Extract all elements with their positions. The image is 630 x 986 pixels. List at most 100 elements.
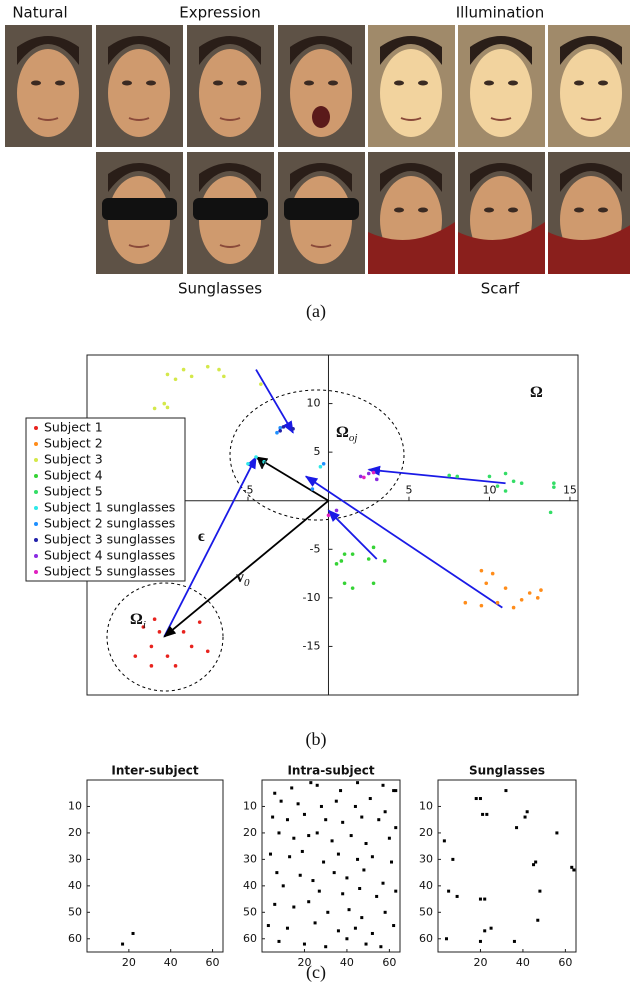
nonzero-entry [315,783,319,787]
x-tick-label: 60 [382,956,396,969]
caption-c: (c) [306,962,326,983]
photo [458,25,545,147]
point [197,620,202,624]
region-omega-oj [229,389,405,521]
matrix-title: Inter-subject [111,764,198,778]
mouth [580,117,602,121]
nonzero-entry [377,818,381,822]
nonzero-entry [525,810,529,814]
legend-marker [34,490,38,494]
nonzero-entry [481,812,485,816]
face [560,49,622,137]
mouth [310,244,332,248]
matrix-frame [86,779,224,953]
point [447,473,452,478]
point [321,462,326,466]
label-illumination: Illumination [456,4,544,22]
legend-label: Subject 1 [44,420,103,435]
x-tick-label: 60 [558,956,572,969]
y-tick-label: 10 [306,397,320,410]
nonzero-entry [523,815,527,819]
point [222,374,226,379]
mouth [312,106,330,128]
matrix-title: Sunglasses [469,764,545,778]
face [290,49,352,137]
point [162,401,167,406]
annotation-sub: i [143,619,146,631]
y-tick-label: 50 [419,905,433,918]
photo [368,25,455,147]
nonzero-entry [322,860,326,864]
vector-arrow [163,500,330,638]
mouth [128,244,150,248]
hair [380,163,442,192]
point [275,430,279,435]
x-tick-label: 20 [122,956,136,969]
point [205,364,210,369]
nonzero-entry [345,937,349,941]
nonzero-entry [273,791,277,795]
point [334,508,339,513]
point [149,644,154,649]
y-tick-label: -5 [310,542,321,555]
legend-label: Subject 3 [44,452,103,467]
nonzero-entry [339,789,343,793]
point [189,374,194,379]
nonzero-entry [536,918,540,922]
nonzero-entry [532,863,536,867]
nonzero-entry [383,910,387,914]
sunglasses [284,198,359,220]
point [503,471,508,476]
legend-label: Subject 5 [44,484,103,499]
sunglasses [102,198,177,220]
point [519,481,524,486]
label-expression: Expression [179,4,260,22]
nonzero-entry [334,799,338,803]
nonzero-entry [341,820,345,824]
nonzero-entry [394,789,398,793]
point [181,367,186,372]
annotation: v [258,456,266,473]
nonzero-entry [345,876,349,880]
y-tick-label: 50 [243,905,257,918]
nonzero-entry [570,865,574,869]
eye [31,80,41,86]
point [527,591,532,595]
nonzero-entry [364,942,368,946]
nonzero-entry [362,868,366,872]
nonzero-entry [275,871,279,875]
nonzero-entry [353,926,357,930]
mouth [37,117,59,121]
legend-marker [34,570,38,574]
face [17,49,79,137]
nonzero-entry [313,921,317,925]
point [165,372,170,377]
annotation-sub: 0 [244,577,250,589]
caption-b: (b) [306,729,327,750]
nonzero-entry [273,902,277,906]
point [358,474,363,479]
y-tick-label: 5 [313,445,320,458]
point [552,485,556,489]
nonzero-entry [394,826,398,830]
photo [548,152,630,274]
eye [418,80,428,86]
annotation-main: v [258,456,266,473]
nonzero-entry [277,831,281,835]
mouth [219,244,241,248]
point [246,462,250,466]
nonzero-entry [478,797,482,801]
point [165,405,170,410]
nonzero-entry [288,855,292,859]
nonzero-entry [451,857,455,861]
eye [484,80,494,86]
hair [470,163,532,192]
y-tick-label: 60 [243,932,257,945]
vector-arrow [327,509,378,560]
nonzero-entry [504,789,508,793]
region-omega-i [106,582,224,692]
legend-label: Subject 4 [44,468,103,483]
nonzero-entry [281,884,285,888]
point [484,581,489,586]
label-scarf: Scarf [481,280,520,298]
